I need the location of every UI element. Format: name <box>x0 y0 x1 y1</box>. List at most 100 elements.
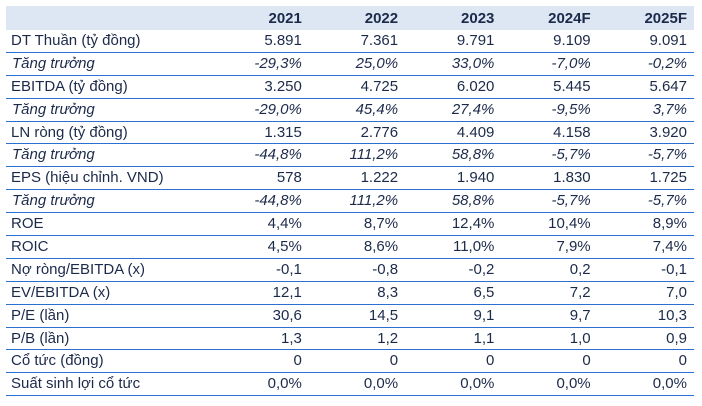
cell-value: 9.109 <box>501 30 598 53</box>
cell-value: -0,1 <box>597 258 694 282</box>
cell-value: -0,2% <box>597 52 694 76</box>
header-corner <box>6 6 213 30</box>
row-label: Tăng trưởng <box>6 143 213 168</box>
row-label: P/B (lần) <box>6 327 213 351</box>
row-label: Cổ tức (đồng) <box>6 349 213 374</box>
cell-value: 9,7 <box>501 304 598 328</box>
cell-value: 10,4% <box>501 212 598 237</box>
cell-value: -29,3% <box>212 52 309 76</box>
cell-value: 1,3 <box>212 327 309 351</box>
table-row: Cổ tức (đồng) 0 0 0 0 0 <box>6 349 694 374</box>
growth-row: Tăng trưởng -44,8% 111,2% 58,8% -5,7% -5,7% <box>6 143 694 168</box>
cell-value: 4.409 <box>405 121 502 145</box>
growth-row: Tăng trưởng -29,3% 25,0% 33,0% -7,0% -0,2% <box>6 52 694 76</box>
cell-value: 12,1 <box>212 281 309 305</box>
growth-row: Tăng trưởng -29,0% 45,4% 27,4% -9,5% 3,7% <box>6 98 694 122</box>
cell-value: -9,5% <box>501 98 598 122</box>
cell-value: 10,3 <box>597 304 694 328</box>
row-label: ROIC <box>6 235 213 259</box>
cell-value: 30,6 <box>212 304 309 328</box>
table-row: P/B (lần) 1,3 1,2 1,1 1,0 0,9 <box>6 327 694 351</box>
cell-value: 1,0 <box>501 327 598 351</box>
cell-value: -0,2 <box>405 258 502 282</box>
cell-value: 0,2 <box>501 258 598 282</box>
cell-value: 1.725 <box>597 166 694 191</box>
cell-value: -5,7% <box>501 143 598 168</box>
row-label: Tăng trưởng <box>6 189 213 214</box>
cell-value: -0,1 <box>212 258 309 282</box>
cell-value: 7,9% <box>501 235 598 259</box>
row-label: Tăng trưởng <box>6 98 213 122</box>
table-row: P/E (lần) 30,6 14,5 9,1 9,7 10,3 <box>6 304 694 328</box>
table-row: EPS (hiệu chỉnh. VND) 578 1.222 1.940 1.830 1… <box>6 166 694 191</box>
cell-value: -44,8% <box>212 189 309 214</box>
cell-value: 25,0% <box>308 52 406 76</box>
table-header: 2021 2022 2023 2024F 2025F <box>6 6 694 30</box>
row-label: ROE <box>6 212 213 237</box>
financial-table: 2021 2022 2023 2024F 2025F DT Thuần (tỷ … <box>6 6 694 397</box>
cell-value: 3,7% <box>597 98 694 122</box>
cell-value: 0,0% <box>212 372 309 397</box>
row-label: EBITDA (tỷ đồng) <box>6 75 213 99</box>
row-label: P/E (lần) <box>6 304 213 328</box>
table-row: DT Thuần (tỷ đồng) 5.891 7.361 9.791 9.109 9.… <box>6 30 694 53</box>
cell-value: -5,7% <box>597 143 694 168</box>
cell-value: 11,0% <box>405 235 502 259</box>
cell-value: -0,8 <box>308 258 406 282</box>
cell-value: 8,7% <box>308 212 406 237</box>
column-header-2022: 2022 <box>308 6 406 30</box>
cell-value: 4.725 <box>308 75 406 99</box>
cell-value: 111,2% <box>308 143 406 168</box>
cell-value: 4,4% <box>212 212 309 237</box>
cell-value: 5.891 <box>212 30 309 53</box>
cell-value: 3.250 <box>212 75 309 99</box>
cell-value: 58,8% <box>405 189 502 214</box>
row-label: EV/EBITDA (x) <box>6 281 213 305</box>
cell-value: 3.920 <box>597 121 694 145</box>
cell-value: 12,4% <box>405 212 502 237</box>
cell-value: 0,0% <box>597 372 694 397</box>
cell-value: 8,9% <box>597 212 694 237</box>
cell-value: 7,4% <box>597 235 694 259</box>
cell-value: 9.091 <box>597 30 694 53</box>
row-label: LN ròng (tỷ đồng) <box>6 121 213 145</box>
column-header-2024f: 2024F <box>501 6 598 30</box>
cell-value: 27,4% <box>405 98 502 122</box>
cell-value: 0 <box>212 349 309 374</box>
row-label: Tăng trưởng <box>6 52 213 76</box>
table-row: ROE 4,4% 8,7% 12,4% 10,4% 8,9% <box>6 212 694 237</box>
cell-value: 8,6% <box>308 235 406 259</box>
cell-value: 45,4% <box>308 98 406 122</box>
row-label: Suất sinh lợi cổ tức <box>6 372 213 397</box>
cell-value: 33,0% <box>405 52 502 76</box>
cell-value: -5,7% <box>501 189 598 214</box>
table-row: Nợ ròng/EBITDA (x) -0,1 -0,8 -0,2 0,2 -0,1 <box>6 258 694 282</box>
cell-value: 0,0% <box>405 372 502 397</box>
row-label: DT Thuần (tỷ đồng) <box>6 30 213 53</box>
cell-value: 0,0% <box>308 372 406 397</box>
cell-value: 58,8% <box>405 143 502 168</box>
cell-value: 4,5% <box>212 235 309 259</box>
column-header-2023: 2023 <box>405 6 502 30</box>
table-row: LN ròng (tỷ đồng) 1.315 2.776 4.409 4.158 3.9… <box>6 121 694 145</box>
row-label: EPS (hiệu chỉnh. VND) <box>6 166 213 191</box>
cell-value: -29,0% <box>212 98 309 122</box>
cell-value: 14,5 <box>308 304 406 328</box>
table-row: Suất sinh lợi cổ tức 0,0% 0,0% 0,0% 0,0% 0,0% <box>6 372 694 397</box>
cell-value: 9,1 <box>405 304 502 328</box>
cell-value: -44,8% <box>212 143 309 168</box>
cell-value: 111,2% <box>308 189 406 214</box>
cell-value: 9.791 <box>405 30 502 53</box>
cell-value: 1.222 <box>308 166 406 191</box>
cell-value: 1,1 <box>405 327 502 351</box>
cell-value: 5.445 <box>501 75 598 99</box>
cell-value: 1.830 <box>501 166 598 191</box>
cell-value: 2.776 <box>308 121 406 145</box>
cell-value: 1,2 <box>308 327 406 351</box>
cell-value: -7,0% <box>501 52 598 76</box>
cell-value: 0,0% <box>501 372 598 397</box>
table-body: DT Thuần (tỷ đồng) 5.891 7.361 9.791 9.109 9.… <box>6 30 694 397</box>
cell-value: 8,3 <box>308 281 406 305</box>
table-row: EBITDA (tỷ đồng) 3.250 4.725 6.020 5.445 5.64… <box>6 75 694 99</box>
